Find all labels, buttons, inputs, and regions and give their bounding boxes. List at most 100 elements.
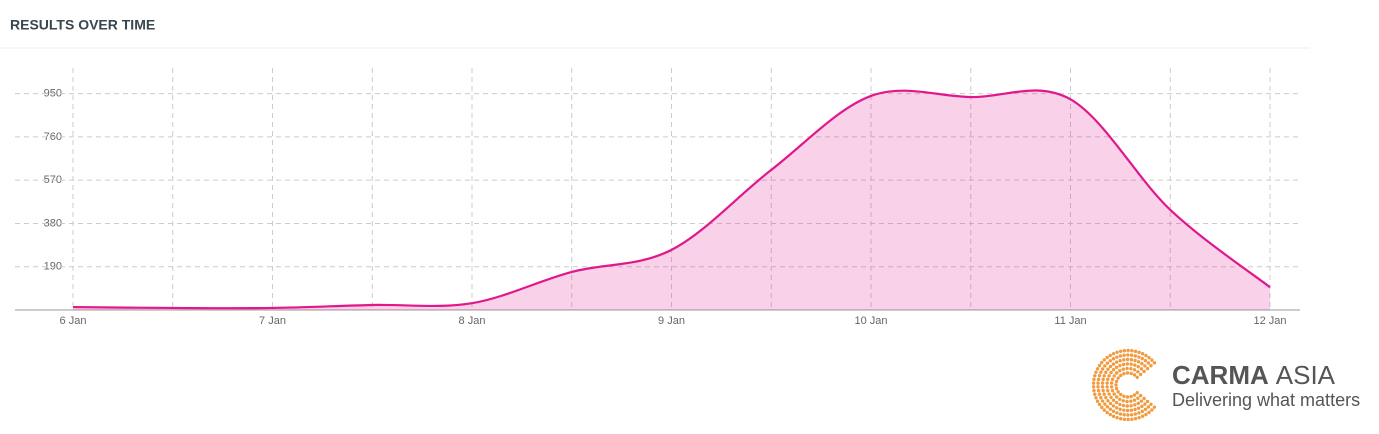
logo-dot <box>1111 362 1116 366</box>
logo-dot <box>1114 379 1119 384</box>
logo-dot <box>1129 358 1134 362</box>
logo-dot <box>1129 404 1133 408</box>
logo-dot <box>1122 372 1126 376</box>
logo-dot <box>1121 403 1126 408</box>
logo-dot <box>1130 349 1134 353</box>
logo-dot <box>1129 408 1134 412</box>
logo-dot <box>1109 370 1113 375</box>
logo-dot <box>1121 367 1125 371</box>
logo-dot <box>1129 371 1133 376</box>
logo-dot <box>1104 370 1108 375</box>
logo-dot <box>1137 350 1141 355</box>
logo-dot <box>1152 361 1157 365</box>
x-tick-label: 10 Jan <box>854 315 887 327</box>
logo-light: ASIA <box>1276 360 1336 390</box>
logo-dot <box>1125 371 1130 375</box>
logo-dot <box>1100 360 1104 365</box>
logo-dot <box>1116 390 1120 394</box>
logo-dot <box>1122 417 1127 422</box>
logo-dot <box>1102 392 1106 396</box>
logo-dot <box>1115 411 1119 415</box>
logo-dot <box>1122 408 1126 412</box>
logo-dot <box>1118 407 1122 411</box>
logo-dot <box>1093 392 1097 396</box>
logo-dot <box>1118 397 1122 401</box>
logo-dot <box>1108 353 1112 358</box>
logo-dot <box>1114 365 1119 370</box>
x-tick-label: 11 Jan <box>1054 315 1086 327</box>
logo-dot <box>1135 391 1139 395</box>
logo-dot <box>1102 358 1107 362</box>
logo-dot <box>1111 357 1116 361</box>
chart-title: RESULTS OVER TIME <box>10 17 155 33</box>
logo-dot <box>1108 407 1113 411</box>
logo-dot <box>1133 407 1137 412</box>
logo-dot <box>1094 370 1098 374</box>
logo-dot <box>1133 358 1137 363</box>
logo-dot <box>1118 402 1122 407</box>
logo-dot <box>1111 368 1116 372</box>
logo-dot <box>1118 354 1123 358</box>
logo-dot <box>1097 374 1102 378</box>
logo-dot <box>1105 385 1109 389</box>
logo-dot <box>1106 377 1110 382</box>
logo-dot <box>1129 362 1133 366</box>
logo-dot <box>1118 392 1123 397</box>
logo-dot <box>1143 402 1147 406</box>
logo-dot <box>1109 381 1114 385</box>
line <box>72 89 1271 310</box>
logo-dot <box>1147 410 1151 415</box>
logo-dot <box>1133 363 1137 367</box>
logo-dot <box>1143 364 1147 368</box>
logo-dot <box>1118 369 1122 373</box>
x-tick-label: 8 Jan <box>459 315 486 327</box>
logo-dot <box>1106 388 1110 393</box>
logo-dot <box>1106 399 1110 403</box>
logo-dot <box>1125 408 1130 413</box>
logo-dot <box>1097 363 1102 368</box>
logo-dot <box>1105 361 1110 365</box>
logo-dot <box>1107 374 1111 378</box>
logo-dot <box>1118 373 1123 378</box>
logo-dot <box>1152 405 1157 409</box>
logo-dot <box>1114 386 1119 391</box>
logo-dot <box>1096 385 1100 389</box>
logo-name: CARMA ASIA <box>1172 360 1336 390</box>
logo-dot <box>1118 417 1123 421</box>
logo-dot <box>1110 388 1115 393</box>
logo-dot <box>1114 383 1118 387</box>
logo-dot <box>1133 412 1138 416</box>
logo-dot <box>1114 395 1119 399</box>
logo-dot <box>1126 348 1130 353</box>
logo-dot <box>1138 393 1143 398</box>
logo-dot <box>1140 414 1145 418</box>
logo-dot <box>1132 398 1137 402</box>
logo-dot <box>1144 353 1148 358</box>
logo-dot <box>1126 413 1130 417</box>
logo-dot <box>1118 412 1123 416</box>
logo-dot <box>1102 374 1106 378</box>
logo-dot <box>1149 402 1153 406</box>
logo-dot <box>1092 377 1096 382</box>
logo-dot <box>1121 399 1125 403</box>
logo-bold: CARMA <box>1172 360 1269 390</box>
logo-dot <box>1114 360 1119 364</box>
logo-dot <box>1132 393 1137 397</box>
logo-dot <box>1133 354 1138 358</box>
logo-dot <box>1111 351 1116 356</box>
logo-dot <box>1125 362 1130 366</box>
logo-dot <box>1111 398 1116 402</box>
logo-dot <box>1115 416 1119 420</box>
logo-dot <box>1133 349 1138 354</box>
area-fill <box>73 90 1270 310</box>
logo-dot <box>1129 399 1133 403</box>
logo-dot <box>1140 352 1145 356</box>
logo-dot <box>1140 409 1144 414</box>
logo-dot <box>1099 370 1103 374</box>
logo-dot <box>1126 417 1130 422</box>
logo-dot <box>1096 381 1100 385</box>
logo-dot <box>1137 355 1141 359</box>
logo-dot <box>1130 417 1134 421</box>
logo-dot <box>1139 399 1144 403</box>
logo-dot <box>1143 358 1148 363</box>
